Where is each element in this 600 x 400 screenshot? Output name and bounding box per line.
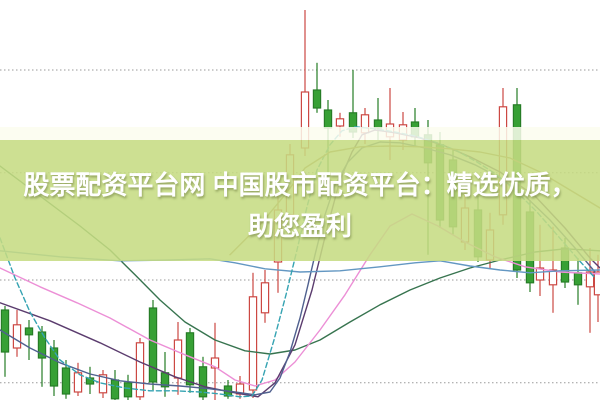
candle-down [198,356,208,400]
candle-up [173,322,183,395]
candle-down [435,132,445,228]
candle-up [73,362,83,396]
ma-dark-green [0,165,600,355]
candle-down [148,300,158,390]
candle-down [37,326,47,387]
ma-brown [229,145,600,256]
ma-lines-layer [0,126,600,398]
candle-down [473,196,483,262]
candle-down [24,320,34,360]
candle-down [448,150,458,235]
candle-down [49,340,59,396]
candle-up [235,376,245,399]
candle-up [210,322,220,400]
candle-up [12,310,22,357]
candle-up [300,10,310,156]
candle-down [61,360,71,399]
candle-down [0,306,10,377]
candle-down [373,98,383,140]
candle-down [560,238,570,288]
candle-down [123,374,133,400]
candle-up [360,108,370,144]
candle-up [135,338,145,400]
candle-up [585,248,595,333]
candle-down [160,352,170,397]
candle-down [312,62,322,113]
candles-layer [0,10,600,400]
candle-down [85,366,95,394]
candle-up [485,212,495,268]
candle-up [548,226,558,313]
candle-down [525,200,535,292]
gridlines-layer [0,69,600,384]
candle-up [535,224,545,296]
candle-up [260,270,270,323]
candle-up [385,88,395,160]
candle-down [573,258,583,305]
candle-down [410,108,420,146]
ma-purple [0,129,600,398]
candle-up [273,194,283,293]
candle-up [248,272,258,398]
